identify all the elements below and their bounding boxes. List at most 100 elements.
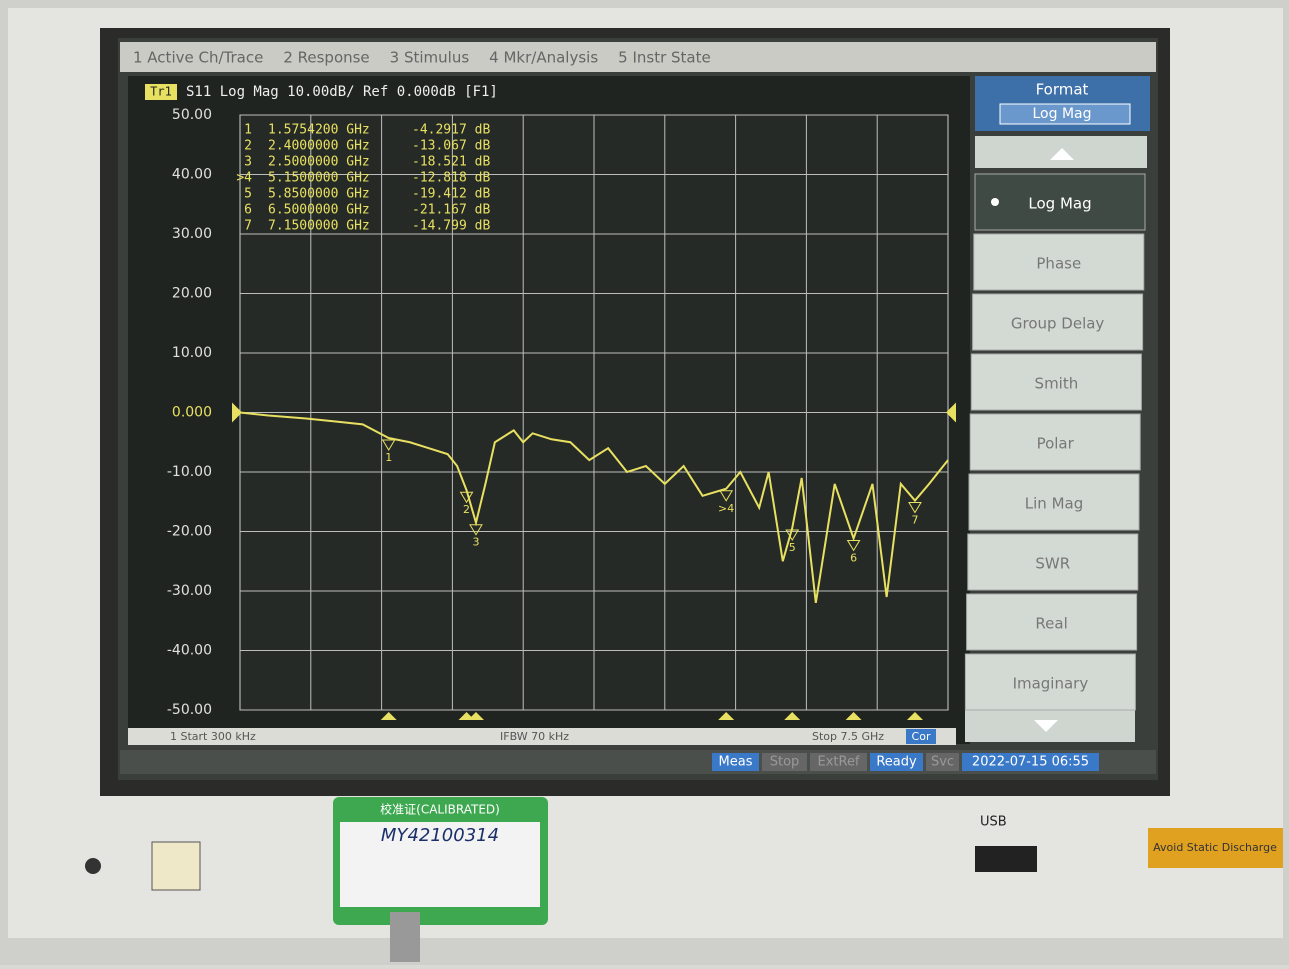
warning-label (1148, 828, 1283, 868)
status-cell (962, 753, 1099, 771)
status-text: 2022-07-15 06:55 (972, 755, 1089, 770)
ifbw: IFBW 70 kHz (500, 730, 569, 743)
marker-id: 5 (244, 187, 252, 202)
menu-tab[interactable]: 5 Instr State (618, 49, 711, 67)
marker-tag: 6 (850, 551, 857, 564)
usb-label: USB (980, 815, 1007, 830)
marker-freq: 7.1500000 GHz (268, 219, 370, 234)
menu-tab[interactable]: 4 Mkr/Analysis (489, 49, 598, 67)
menu-tab[interactable]: 1 Active Ch/Trace (133, 49, 263, 67)
marker-level: -13.067 dB (412, 139, 490, 154)
status-cell (926, 753, 959, 771)
y-tick-label: -50.00 (167, 702, 212, 718)
up-arrow (1050, 148, 1074, 160)
softkey[interactable] (972, 293, 1144, 351)
marker-freq: 5.1500000 GHz (268, 171, 370, 186)
softkey-label: Polar (1037, 435, 1075, 453)
marker-tag: 3 (472, 536, 479, 549)
softkey[interactable] (967, 533, 1139, 591)
softkey[interactable] (973, 233, 1145, 291)
marker-triangle (381, 439, 396, 452)
connector (390, 912, 420, 962)
marker-id: 3 (244, 155, 252, 170)
marker-level: -21.167 dB (412, 203, 490, 218)
usb-port (975, 846, 1037, 872)
softkey-label: Log Mag (1028, 195, 1091, 213)
marker-triangle (719, 490, 734, 502)
softkey[interactable] (964, 653, 1136, 711)
y-tick-label: -30.00 (167, 583, 212, 599)
marker-id: 2 (244, 139, 252, 154)
trace (239, 411, 949, 604)
status-text: ExtRef (817, 755, 859, 770)
marker-triangle (459, 491, 474, 504)
cor-bg (906, 729, 936, 744)
y-tick-label: 30.00 (172, 226, 212, 242)
marker-triangle (908, 502, 922, 514)
cal-serial: MY42100314 (381, 825, 499, 846)
marker-freq: 6.5000000 GHz (268, 203, 370, 218)
x-marker (906, 712, 923, 720)
status-text: Stop (770, 755, 800, 770)
softkey[interactable] (968, 473, 1140, 531)
marker-freq: 5.8500000 GHz (268, 187, 370, 202)
menu-tab[interactable]: 2 Response (283, 49, 369, 67)
y-tick-label: 50.00 (172, 107, 212, 123)
softkey-current-bg (999, 103, 1131, 125)
marker-id: >4 (236, 171, 252, 186)
marker-freq: 2.4000000 GHz (268, 139, 370, 154)
marker-tag: 1 (385, 451, 392, 464)
status-cell (762, 753, 807, 771)
marker-tag: >4 (718, 502, 734, 515)
marker-triangle (846, 539, 861, 552)
marker-level: -12.818 dB (412, 171, 490, 186)
status-cell (712, 753, 759, 771)
status-text: Ready (876, 755, 917, 770)
down-arrow (1034, 720, 1058, 732)
y-tick-label: -40.00 (167, 643, 212, 659)
x-marker (380, 712, 397, 720)
x-marker (467, 712, 484, 720)
softkey-label: Smith (1035, 375, 1079, 393)
marker-tag: 2 (463, 503, 470, 516)
status-cell (810, 753, 867, 771)
marker-id: 7 (244, 219, 252, 234)
softkey-current: Log Mag (1032, 106, 1091, 122)
cal-card (340, 822, 540, 907)
softkey-label: Group Delay (1011, 315, 1105, 333)
menu-bar (120, 42, 1156, 72)
ref-arrow-right (946, 402, 956, 423)
softkey-title: Format (1036, 81, 1089, 99)
stop: Stop 7.5 GHz (812, 730, 884, 743)
marker-freq: 2.5000000 GHz (268, 155, 370, 170)
trace-tag-bg (145, 84, 177, 100)
softkey[interactable] (969, 413, 1141, 471)
softkey[interactable] (966, 593, 1138, 651)
selected-dot (991, 198, 999, 206)
softkey[interactable] (970, 353, 1142, 411)
marker-level: -14.799 dB (412, 219, 490, 234)
y-tick-label: 0.000 (172, 405, 212, 421)
marker-id: 1 (244, 123, 252, 138)
marker-tag: 7 (911, 514, 918, 527)
y-tick-label: -10.00 (167, 464, 212, 480)
x-marker (784, 712, 801, 720)
softkey[interactable] (974, 173, 1146, 231)
softkey-label: Imaginary (1013, 675, 1089, 693)
marker-id: 6 (244, 203, 252, 218)
marker-triangle (469, 524, 483, 536)
power-button[interactable] (151, 841, 201, 891)
y-tick-label: -20.00 (167, 524, 212, 540)
y-tick-label: 10.00 (172, 345, 212, 361)
start: 1 Start 300 kHz (170, 730, 256, 743)
softkey-label: SWR (1035, 555, 1070, 573)
menu-tab[interactable]: 3 Stimulus (390, 49, 470, 67)
trace-tag: Tr1 (150, 85, 172, 99)
trace-header: S11 Log Mag 10.00dB/ Ref 0.000dB [F1] (186, 84, 498, 100)
ref-arrow (232, 402, 242, 423)
marker-freq: 1.5754200 GHz (268, 123, 370, 138)
status-cell (870, 753, 923, 771)
x-marker (718, 712, 735, 720)
cal-title: 校准证(CALIBRATED) (380, 802, 500, 817)
